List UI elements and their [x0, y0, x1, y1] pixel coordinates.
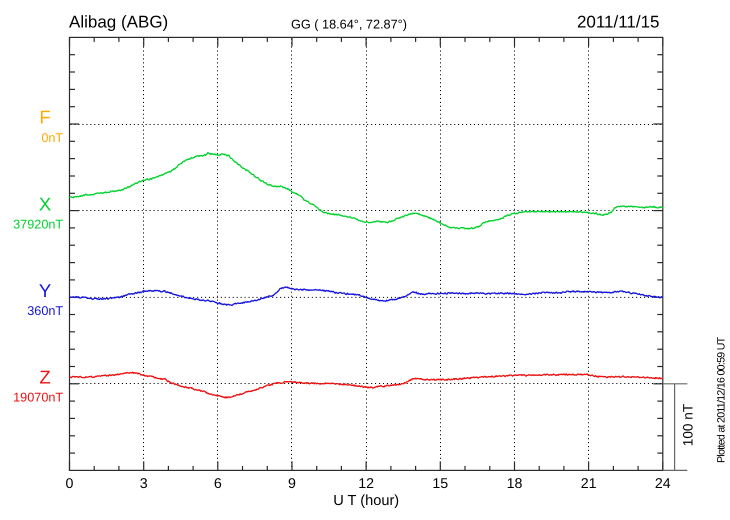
svg-text:360nT: 360nT — [27, 304, 63, 318]
svg-text:18: 18 — [507, 476, 523, 492]
svg-text:37920nT: 37920nT — [13, 217, 63, 231]
svg-text:6: 6 — [214, 476, 222, 492]
svg-text:2011/11/15: 2011/11/15 — [577, 12, 660, 31]
svg-text:0nT: 0nT — [41, 131, 63, 145]
svg-text:Alibag (ABG): Alibag (ABG) — [69, 13, 168, 32]
svg-text:9: 9 — [288, 476, 296, 492]
svg-text:U T (hour): U T (hour) — [333, 493, 399, 509]
svg-text:0: 0 — [66, 476, 74, 492]
svg-text:GG ( 18.64°, 72.87°): GG ( 18.64°, 72.87°) — [291, 17, 407, 31]
svg-text:15: 15 — [432, 476, 448, 492]
svg-text:Y: Y — [39, 280, 51, 301]
svg-text:19070nT: 19070nT — [13, 391, 63, 405]
svg-text:3: 3 — [140, 476, 148, 492]
svg-text:Z: Z — [39, 367, 50, 388]
svg-text:12: 12 — [358, 476, 374, 492]
svg-text:X: X — [39, 193, 51, 214]
svg-text:100 nT: 100 nT — [681, 404, 696, 446]
svg-text:F: F — [39, 107, 50, 128]
svg-text:21: 21 — [581, 476, 597, 492]
svg-text:Plotted at 2011/12/16 00:59 UT: Plotted at 2011/12/16 00:59 UT — [716, 336, 728, 463]
svg-text:24: 24 — [655, 476, 671, 492]
